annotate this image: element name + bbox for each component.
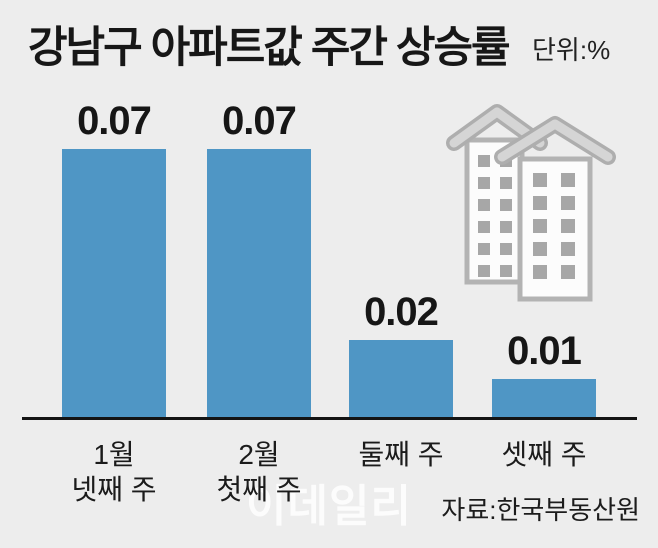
apartment-buildings-icon (446, 104, 616, 302)
bar (492, 379, 596, 417)
x-axis-label-line1: 둘째 주 (358, 439, 444, 470)
bar-value-label: 0.07 (77, 99, 152, 143)
building-front-windows (533, 173, 575, 279)
x-axis-label-line1: 셋째 주 (501, 439, 587, 470)
x-axis-label-line1: 2월 (238, 439, 280, 470)
unit-label: 단위:% (532, 35, 611, 65)
x-axis-label: 둘째 주 (329, 438, 473, 473)
x-axis-label: 셋째 주 (472, 438, 616, 473)
bar-value-label: 0.01 (507, 329, 582, 373)
bar (349, 340, 453, 417)
building-back-windows (478, 155, 512, 277)
bar-value-label: 0.02 (364, 290, 439, 334)
x-axis-label: 2월 첫째 주 (187, 438, 331, 506)
building-front-body (517, 156, 593, 302)
source-label: 자료:한국부동산원 (441, 495, 640, 525)
bar (62, 149, 166, 417)
building-front-roof (494, 116, 616, 165)
x-axis-label: 1월 넷째 주 (42, 438, 186, 506)
x-axis-label-line2: 첫째 주 (216, 474, 302, 505)
x-axis-label-line2: 넷째 주 (71, 474, 157, 505)
x-axis-line (22, 417, 637, 420)
chart-title: 강남구 아파트값 주간 상승률 (28, 24, 511, 72)
edaily-watermark: 이데일리 (246, 482, 412, 531)
building-back-roof (446, 104, 548, 151)
bar (207, 149, 311, 417)
x-axis-label-line1: 1월 (93, 439, 135, 470)
building-back-body (464, 137, 525, 285)
bar-value-label: 0.07 (222, 99, 297, 143)
